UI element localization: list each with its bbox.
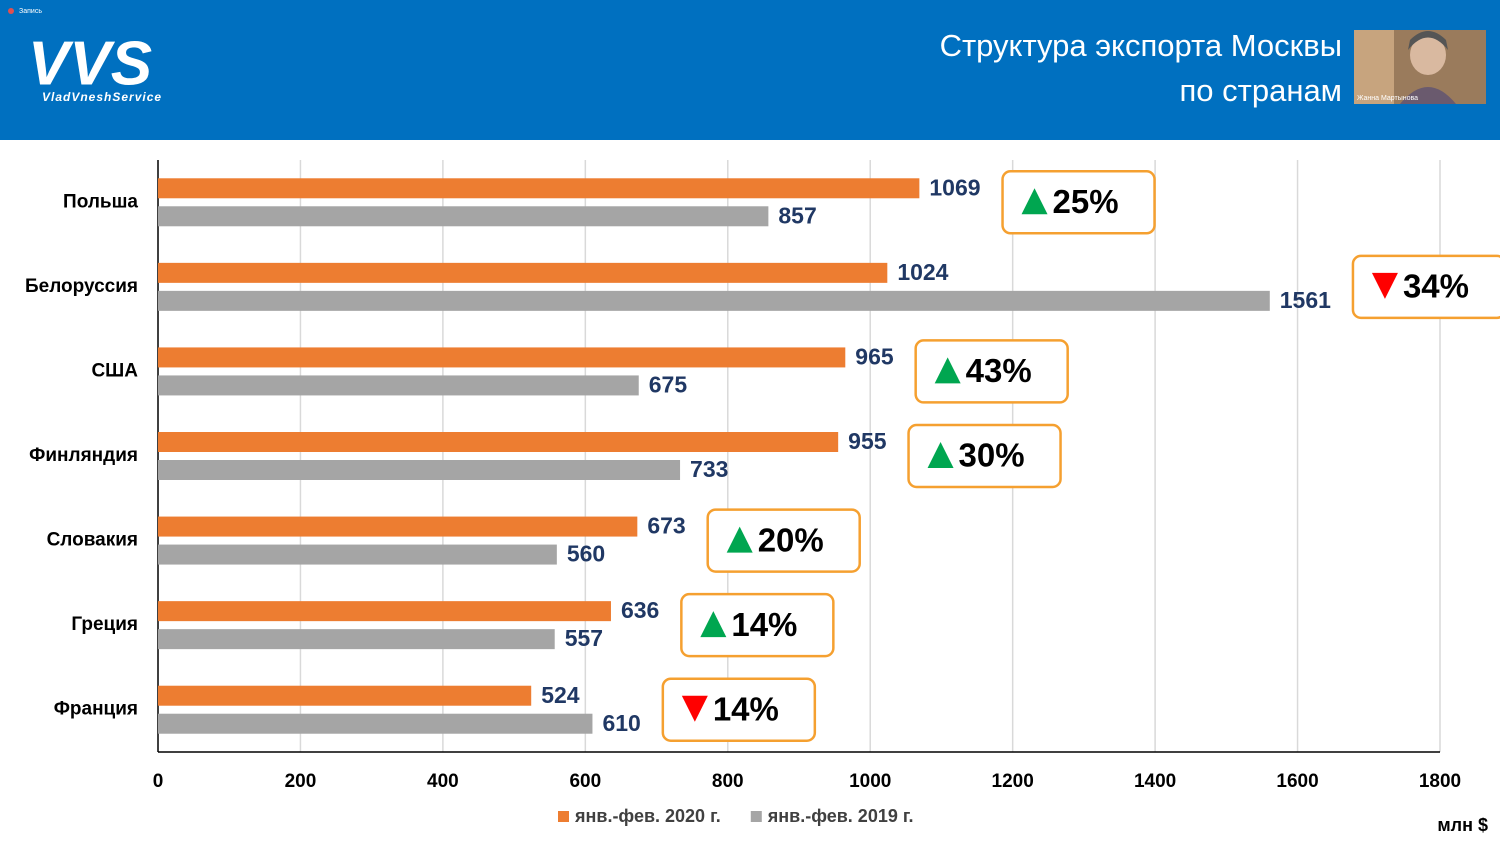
change-label: 14%: [731, 606, 797, 643]
change-label: 43%: [966, 352, 1032, 389]
y-tick-label: Финляндия: [29, 445, 138, 466]
bar: [158, 178, 920, 199]
y-tick-label: Греция: [71, 614, 138, 635]
participant-name: Жанна Мартынова: [1357, 95, 1418, 102]
change-badge: [914, 339, 1069, 404]
change-arrow: [700, 611, 727, 638]
value-label: 733: [690, 456, 728, 482]
bar: [158, 544, 557, 565]
y-tick-label: Белоруссия: [25, 276, 138, 297]
bar: [158, 516, 638, 537]
value-label: 675: [649, 372, 688, 398]
webcam-face: [1410, 35, 1446, 75]
bar: [158, 347, 846, 368]
logo: VVS: [28, 29, 152, 98]
value-label: 560: [567, 541, 605, 567]
x-tick-label: 1400: [1134, 771, 1176, 792]
value-label: 955: [848, 428, 887, 454]
change-badge: [1001, 170, 1156, 235]
value-label: 1561: [1280, 287, 1331, 313]
bar: [158, 460, 681, 480]
value-label: 857: [778, 202, 816, 228]
record-label: Запись: [19, 8, 42, 15]
x-tick-label: 1600: [1276, 771, 1318, 792]
change-label: 25%: [1053, 183, 1119, 220]
change-badge: [661, 677, 817, 742]
bar: [158, 601, 611, 622]
value-label: 636: [621, 597, 659, 623]
record-dot: [8, 8, 14, 14]
change-arrow: [1021, 188, 1048, 215]
change-label: 34%: [1403, 268, 1469, 305]
bar: [158, 206, 769, 227]
x-tick-label: 1800: [1419, 771, 1461, 792]
change-badge: [706, 508, 861, 573]
bar: [158, 432, 839, 452]
x-tick-label: 800: [712, 771, 744, 792]
value-label: 524: [541, 682, 580, 708]
change-label: 20%: [758, 521, 824, 558]
value-label: 1069: [929, 174, 980, 200]
value-label: 610: [602, 710, 640, 736]
legend-swatch: [750, 811, 762, 822]
x-tick-label: 200: [285, 771, 317, 792]
change-arrow: [681, 695, 708, 722]
chart-title: Структура экспорта Москвы: [940, 28, 1342, 63]
legend-swatch: [558, 811, 569, 822]
change-label: 30%: [959, 437, 1025, 474]
bar: [158, 262, 888, 283]
change-badge: [907, 423, 1062, 489]
change-arrow: [726, 526, 753, 553]
y-tick-label: Словакия: [47, 530, 138, 551]
value-label: 965: [855, 344, 894, 370]
legend-label: янв.-фев. 2019 г.: [767, 806, 914, 826]
chart-title: по странам: [1180, 73, 1343, 108]
logo-subtitle: VladVneshService: [42, 90, 162, 104]
bar: [158, 629, 555, 650]
x-tick-label: 1200: [992, 771, 1034, 792]
y-tick-label: США: [91, 360, 138, 381]
y-tick-label: Польша: [63, 191, 138, 212]
bar: [158, 685, 532, 706]
x-tick-label: 400: [427, 771, 459, 792]
change-badge: [1351, 254, 1500, 320]
header-band: [0, 0, 1500, 140]
change-arrow: [927, 442, 954, 468]
x-tick-label: 1000: [849, 771, 891, 792]
unit-label: млн $: [1437, 815, 1488, 835]
webcam-body: [1400, 87, 1456, 104]
plot: 0 200 400 600 800 1000 1200 1400 1600 1800 Польша 1…: [25, 160, 1500, 835]
change-badge: [680, 592, 835, 658]
x-tick-label: 600: [569, 771, 601, 792]
webcam-hair: [1408, 31, 1448, 50]
change-arrow: [934, 357, 961, 384]
bar: [158, 290, 1270, 311]
y-tick-label: Франция: [54, 699, 138, 720]
value-label: 673: [647, 513, 685, 539]
x-tick-label: 0: [153, 771, 164, 792]
change-label: 14%: [713, 690, 779, 727]
webcam: Жанна Мартынова: [1354, 30, 1486, 104]
webcam-wall: [1354, 30, 1394, 104]
value-label: 557: [565, 625, 603, 651]
legend-label: янв.-фев. 2020 г.: [574, 806, 721, 826]
bar: [158, 375, 639, 396]
bar: [158, 713, 593, 734]
value-label: 1024: [897, 259, 948, 285]
change-arrow: [1371, 272, 1398, 299]
